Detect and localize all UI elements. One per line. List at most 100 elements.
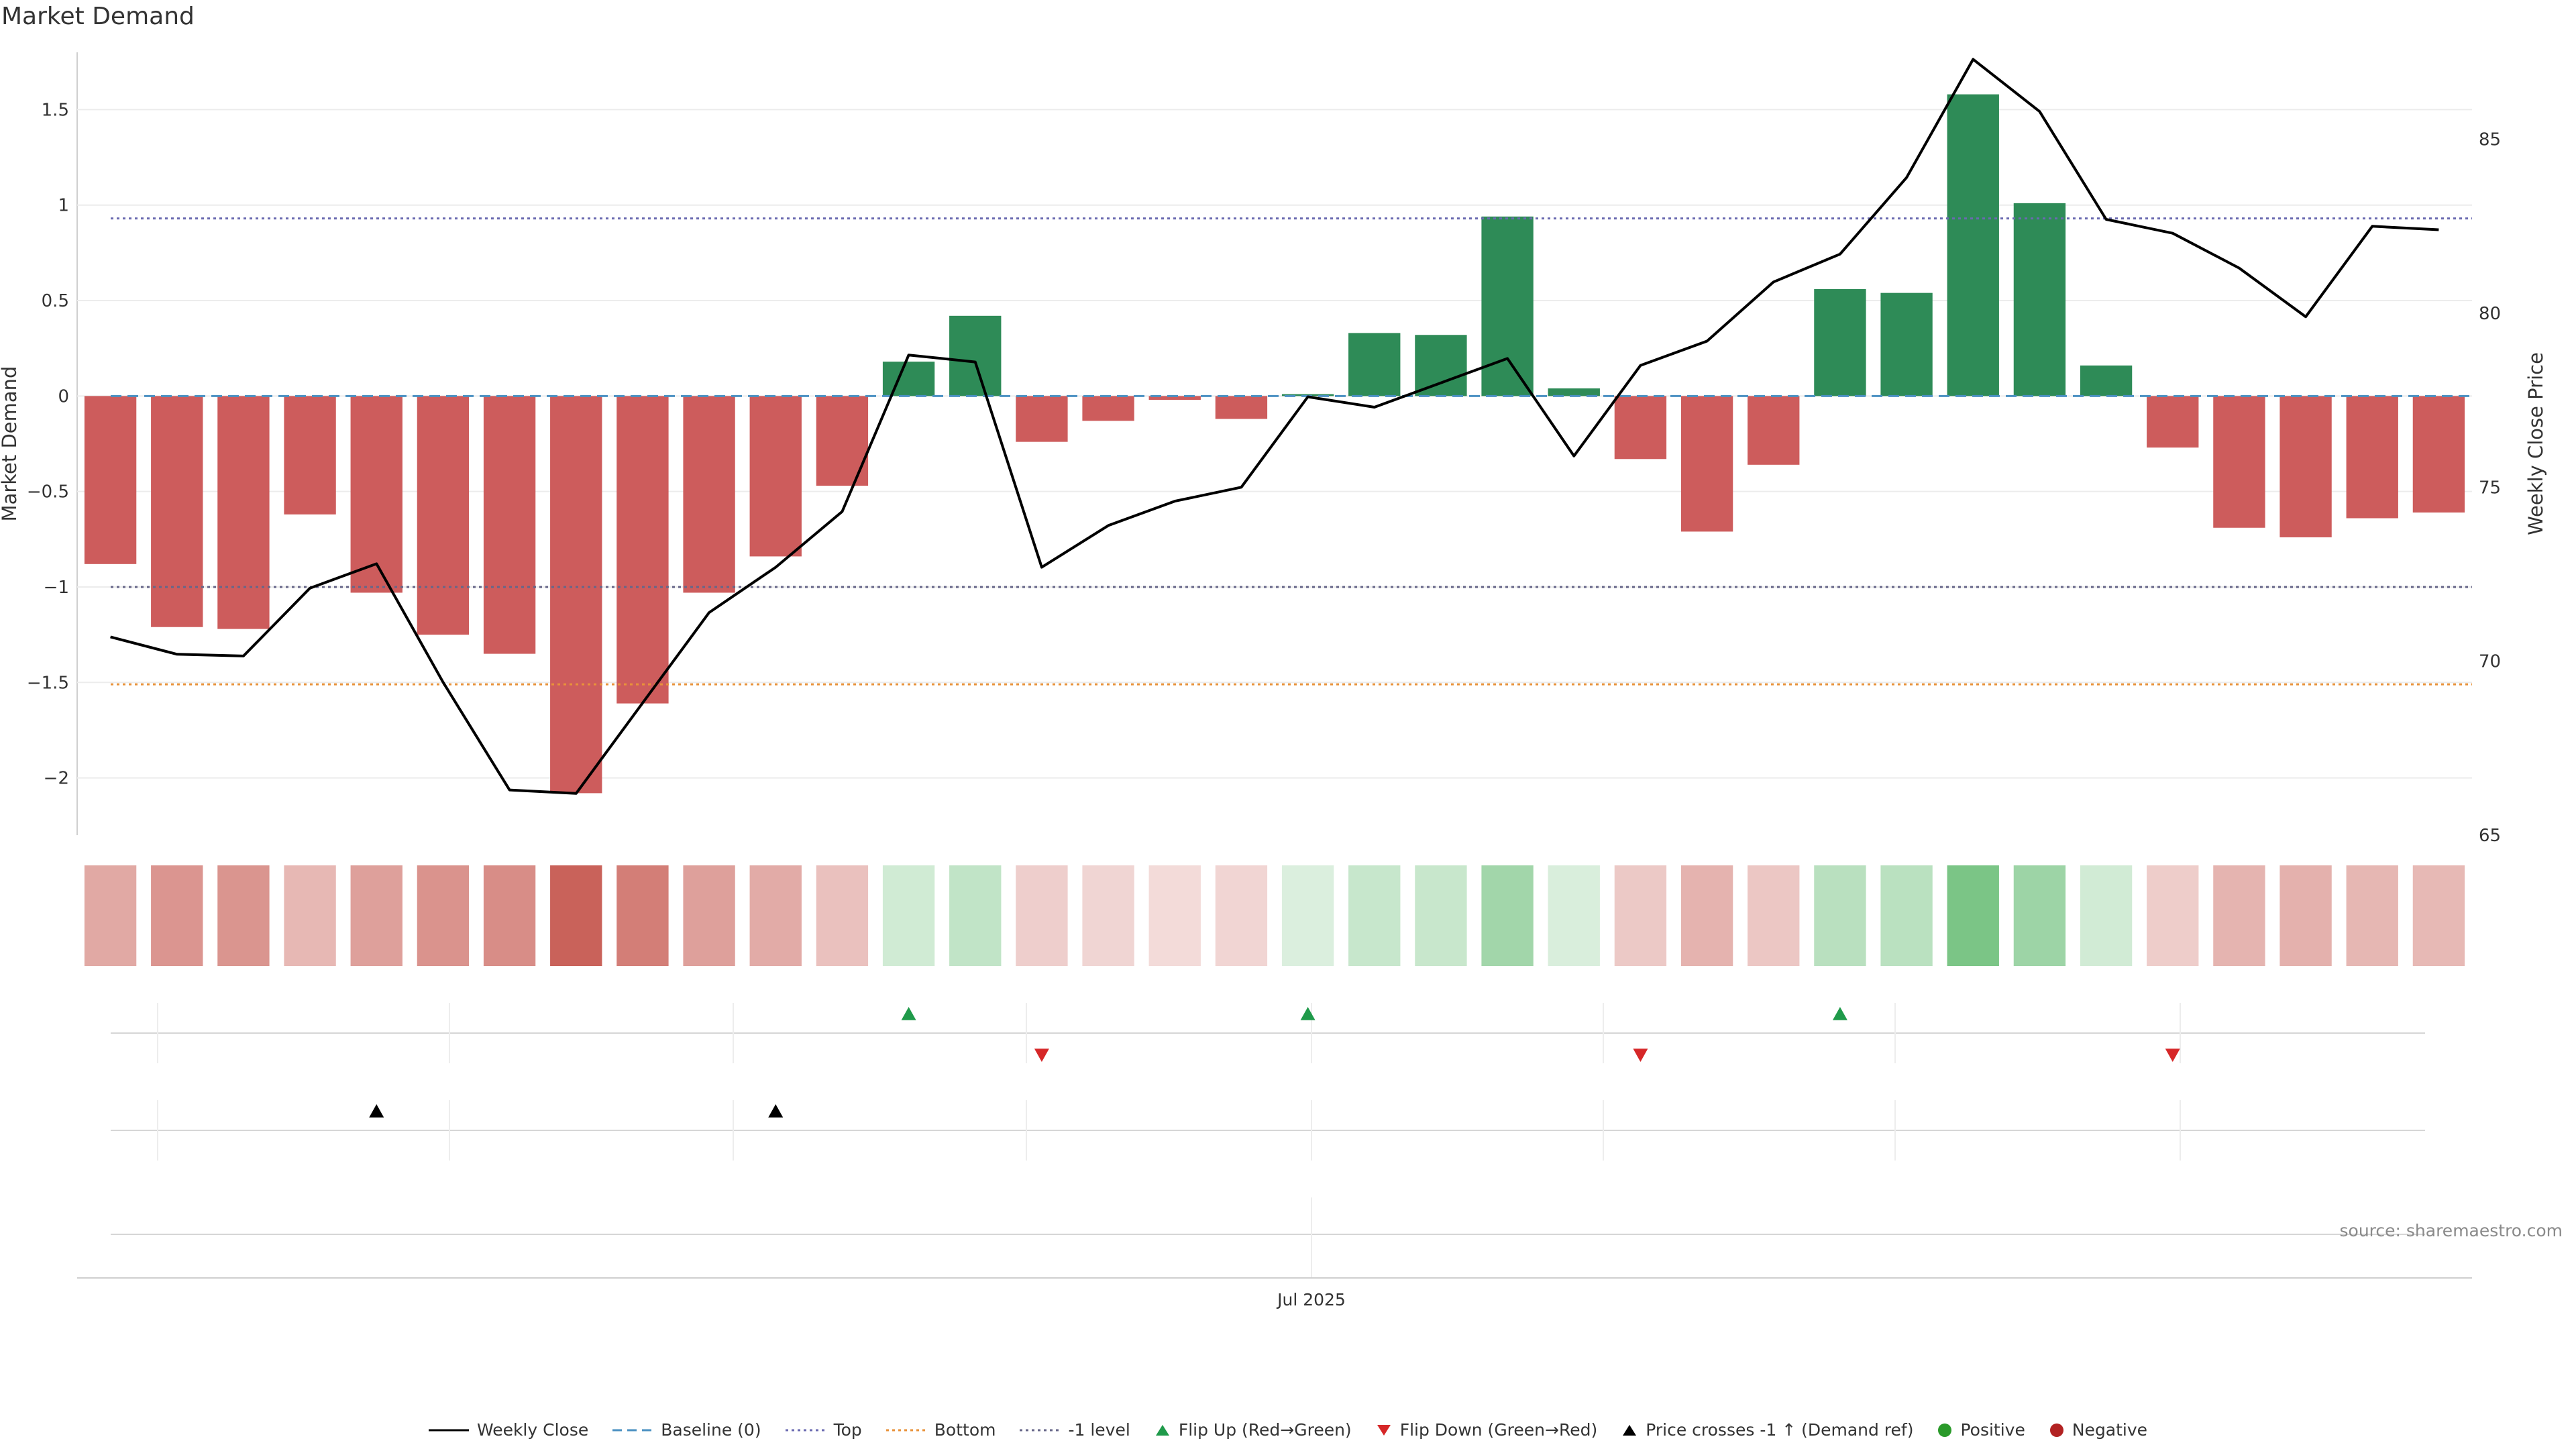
y2-axis-label: Weekly Close Price (2524, 352, 2547, 535)
legend-price-cross: Price crosses -1 ↑ (Demand ref) (1621, 1420, 1913, 1440)
y-tick-label: 1.5 (42, 100, 69, 120)
demand-bar (2080, 365, 2133, 396)
demand-bar (84, 396, 137, 564)
heat-cell (1016, 865, 1068, 966)
heat-cell (949, 865, 1002, 966)
demand-bar (1215, 396, 1268, 419)
heat-cell (417, 865, 470, 966)
demand-bar (1880, 292, 1933, 396)
legend-dot-line-icon (885, 1429, 926, 1431)
y-tick-label: −1 (44, 578, 69, 598)
y2-tick-label: 75 (2479, 478, 2501, 498)
demand-bar (2279, 396, 2332, 537)
heat-cell (2013, 865, 2066, 966)
heat-cell (151, 865, 203, 966)
heat-cell (2346, 865, 2398, 966)
legend-dash-icon (612, 1429, 653, 1431)
demand-bar (949, 315, 1002, 396)
demand-bar (1415, 335, 1467, 396)
legend-label: Flip Up (Red→Green) (1178, 1420, 1352, 1440)
legend-line-icon (428, 1429, 469, 1431)
heat-cell (882, 865, 935, 966)
demand-bar (2147, 396, 2199, 448)
legend-flip-down: Flip Down (Green→Red) (1376, 1420, 1598, 1440)
heat-cell (1614, 865, 1667, 966)
heat-cell (2279, 865, 2332, 966)
heat-cell (749, 865, 802, 966)
heat-cell (2080, 865, 2133, 966)
demand-bar (1748, 396, 1800, 465)
heat-cell (1481, 865, 1534, 966)
demand-bar (882, 362, 935, 396)
legend-weekly-close: Weekly Close (428, 1420, 588, 1440)
y2-tick-label: 85 (2479, 130, 2501, 150)
heat-cell (1814, 865, 1866, 966)
demand-bar (1348, 333, 1401, 396)
heat-cell (616, 865, 669, 966)
demand-bar (683, 396, 735, 593)
legend-label: Positive (1960, 1420, 2025, 1440)
demand-bar (616, 396, 669, 704)
demand-bar (1148, 396, 1201, 400)
y-tick-label: 0 (58, 386, 69, 407)
heat-cell (2412, 865, 2465, 966)
legend-dot-line-icon (1020, 1429, 1061, 1431)
heat-cell (1415, 865, 1467, 966)
heat-cell (483, 865, 536, 966)
heat-cell (84, 865, 137, 966)
chart-title: Market Demand (1, 3, 195, 30)
heat-cell (1947, 865, 1999, 966)
heat-cell (1082, 865, 1134, 966)
legend-minus1: -1 level (1020, 1420, 1130, 1440)
flip-down-marker (2165, 1049, 2180, 1062)
demand-bar (1481, 216, 1534, 396)
heat-cell (683, 865, 735, 966)
demand-bar (816, 396, 869, 486)
y-tick-label: −1.5 (27, 673, 69, 693)
triangle-up-icon (1623, 1424, 1637, 1436)
weekly-close-line (110, 58, 2439, 795)
demand-bar (1947, 94, 1999, 396)
legend-label: Top (833, 1420, 862, 1440)
demand-bar (1614, 396, 1667, 460)
price-cross-marker (369, 1104, 384, 1118)
legend-label: Negative (2072, 1420, 2148, 1440)
heat-cell (550, 865, 602, 966)
heat-cell (217, 865, 270, 966)
y2-tick-label: 80 (2479, 304, 2501, 324)
demand-bar (2412, 396, 2465, 513)
demand-bar (2346, 396, 2398, 519)
flip-up-marker (1300, 1007, 1316, 1020)
y2-tick-label: 70 (2479, 652, 2501, 672)
circle-icon (1938, 1423, 1952, 1437)
y-axis-label: Market Demand (0, 366, 21, 522)
demand-bar (2213, 396, 2265, 528)
demand-bar (1016, 396, 1068, 442)
price-cross-marker (768, 1104, 784, 1118)
demand-bar (1548, 388, 1600, 396)
legend-dot-line-icon (785, 1429, 826, 1431)
heat-cell (2147, 865, 2199, 966)
legend-positive: Positive (1937, 1420, 2025, 1440)
y-tick-label: 0.5 (42, 291, 69, 311)
triangle-up-icon (1155, 1424, 1169, 1436)
heat-cell (1215, 865, 1268, 966)
demand-bar (550, 396, 602, 794)
legend-label: Bottom (934, 1420, 996, 1440)
legend-flip-up: Flip Up (Red→Green) (1155, 1420, 1352, 1440)
x-tick-label: Jul 2025 (1276, 1290, 1346, 1309)
legend-label: Flip Down (Green→Red) (1399, 1420, 1598, 1440)
source-note: source: sharemaestro.com (2339, 1221, 2563, 1240)
demand-bar (1814, 288, 1866, 396)
heat-cell (1348, 865, 1401, 966)
demand-bar (1082, 396, 1134, 421)
legend-label: -1 level (1068, 1420, 1130, 1440)
demand-bar (417, 396, 470, 635)
heat-cell (1148, 865, 1201, 966)
demand-bar (284, 396, 336, 515)
y2-tick-label: 65 (2479, 826, 2501, 846)
heat-cell (1680, 865, 1733, 966)
y-tick-label: 1 (58, 196, 69, 216)
demand-bar (749, 396, 802, 557)
demand-bar (350, 396, 402, 593)
